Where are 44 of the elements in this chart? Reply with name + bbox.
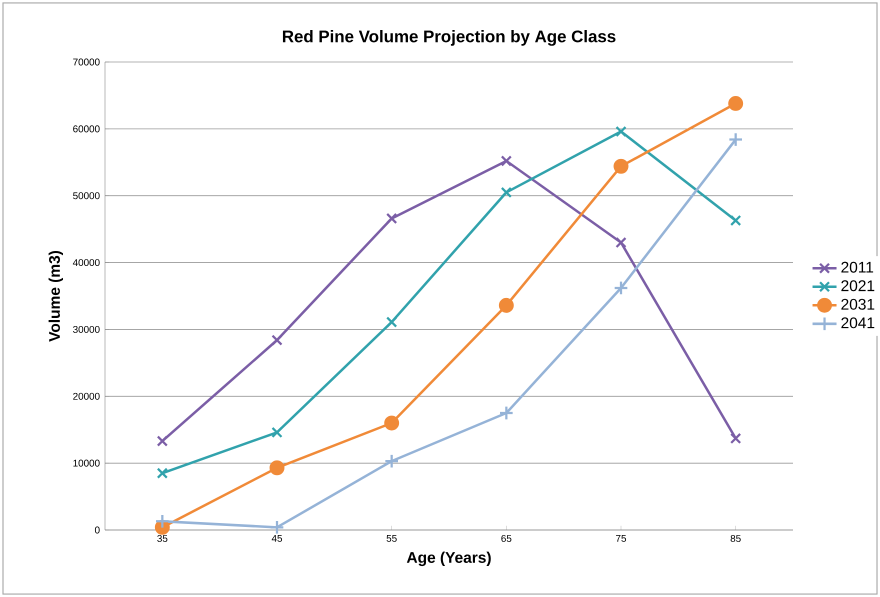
x-tick-label: 75 [616, 534, 626, 542]
y-tick-label: 70000 [73, 58, 100, 66]
point [386, 212, 398, 224]
x-tick-label: 35 [157, 534, 168, 542]
x-tick-label: 55 [386, 534, 397, 542]
point [615, 126, 627, 138]
point [730, 432, 742, 444]
y-tick-label: 10000 [73, 460, 100, 467]
point [500, 155, 512, 167]
y-axis-title: Volume (m3) [48, 250, 64, 342]
point [728, 96, 744, 111]
point [156, 468, 168, 479]
point [498, 298, 514, 313]
point [386, 316, 398, 328]
point [614, 280, 628, 296]
legend-label: 2021 [841, 280, 874, 292]
y-tick-label: 30000 [73, 326, 100, 333]
x-axis-title: Age (Years) [406, 552, 491, 566]
y-tick-label: 20000 [73, 392, 100, 400]
y-tick-label: 50000 [73, 192, 100, 200]
legend-label: 2041 [841, 317, 874, 328]
point [270, 520, 284, 535]
x-tick-label: 85 [730, 534, 741, 542]
legend-label: 2031 [841, 298, 874, 310]
point [154, 514, 170, 529]
point [498, 406, 514, 420]
point [500, 186, 512, 198]
y-tick-label: 40000 [72, 259, 100, 266]
point [270, 460, 284, 476]
y-tick-label: 60000 [73, 125, 100, 132]
point [384, 416, 400, 430]
point [728, 132, 744, 148]
point [156, 435, 168, 447]
x-tick-label: 45 [272, 534, 282, 542]
point [614, 158, 628, 174]
point [384, 454, 400, 469]
point [271, 426, 283, 438]
x-tick-label: 65 [501, 534, 512, 542]
chart-title: Red Pine Volume Projection by Age Class [282, 30, 616, 46]
legend-label: 2011 [841, 262, 874, 273]
y-tick-label: 0 [94, 526, 100, 534]
point [730, 214, 742, 226]
point [271, 334, 283, 346]
point [615, 236, 627, 248]
